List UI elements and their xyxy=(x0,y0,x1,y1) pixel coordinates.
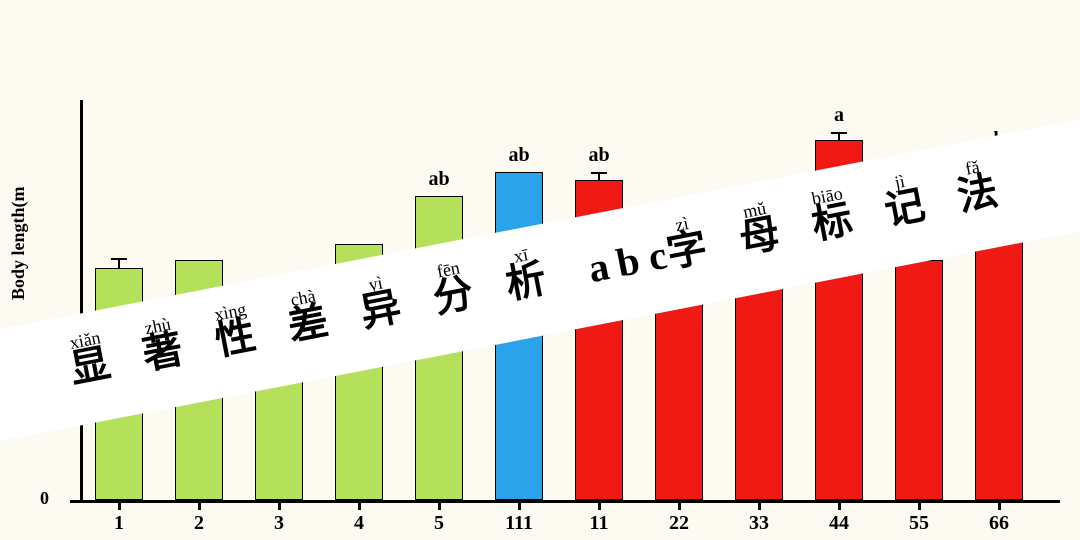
bar xyxy=(495,172,543,500)
bar xyxy=(975,164,1023,500)
error-cap xyxy=(991,156,1007,158)
y-axis xyxy=(80,100,83,500)
x-tick-label: 5 xyxy=(434,512,444,535)
error-cap xyxy=(111,258,127,260)
x-tick-label: 66 xyxy=(989,512,1009,535)
bar xyxy=(95,268,143,500)
x-tick-label: 55 xyxy=(909,512,929,535)
x-tick xyxy=(918,500,921,510)
x-tick-label: 4 xyxy=(354,512,364,535)
significance-label: ab xyxy=(588,144,609,167)
bar xyxy=(175,260,223,500)
x-tick-label: 33 xyxy=(749,512,769,535)
bar xyxy=(415,196,463,500)
x-tick-label: 3 xyxy=(274,512,284,535)
x-tick xyxy=(118,500,121,510)
overlay-pinyin: zhù xyxy=(143,314,172,339)
x-tick xyxy=(998,500,1001,510)
y-tick-label: 0 xyxy=(40,488,49,509)
x-tick xyxy=(278,500,281,510)
bar xyxy=(335,244,383,500)
overlay-pinyin: jì xyxy=(892,171,907,193)
y-tick xyxy=(70,500,80,503)
x-tick-label: 2 xyxy=(194,512,204,535)
error-cap xyxy=(591,172,607,174)
x-axis xyxy=(80,500,1060,503)
x-tick xyxy=(598,500,601,510)
x-tick xyxy=(678,500,681,510)
bar xyxy=(735,212,783,500)
bar xyxy=(655,212,703,500)
bar xyxy=(255,284,303,500)
x-tick-label: 111 xyxy=(505,512,533,535)
error-cap xyxy=(271,278,287,280)
error-cap xyxy=(831,132,847,134)
bar xyxy=(815,140,863,500)
significance-label: d xyxy=(913,232,924,255)
x-tick-label: 11 xyxy=(590,512,609,535)
x-tick xyxy=(838,500,841,510)
overlay-han-char: 记 xyxy=(881,182,929,234)
x-tick-label: 22 xyxy=(669,512,689,535)
bar xyxy=(895,260,943,500)
y-axis-label: Body length(m xyxy=(8,186,29,300)
significance-label: a xyxy=(834,104,844,127)
y-tick-label: 10 xyxy=(40,328,58,349)
significance-label: ab xyxy=(508,144,529,167)
x-tick xyxy=(198,500,201,510)
significance-label: b xyxy=(993,128,1004,151)
x-tick-label: 44 xyxy=(829,512,849,535)
x-tick xyxy=(518,500,521,510)
x-tick xyxy=(358,500,361,510)
x-tick-label: 1 xyxy=(114,512,124,535)
y-tick xyxy=(70,340,80,343)
bar xyxy=(575,180,623,500)
significance-label: ab xyxy=(428,168,449,191)
x-tick xyxy=(758,500,761,510)
x-tick xyxy=(438,500,441,510)
